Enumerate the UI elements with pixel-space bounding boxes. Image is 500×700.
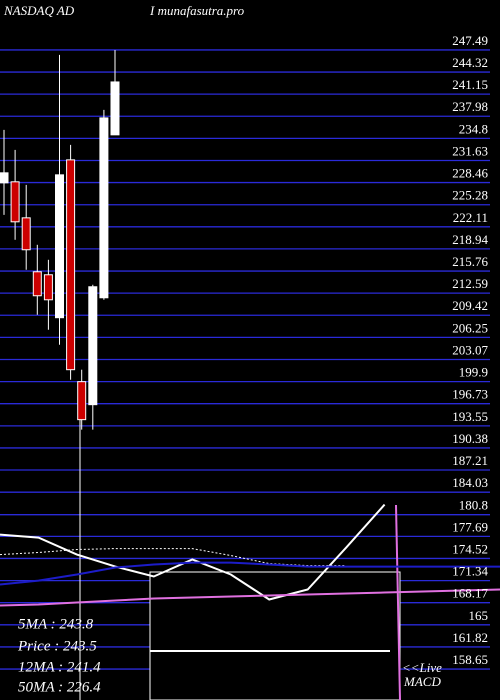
- y-tick-label: 215.76: [452, 254, 488, 269]
- candle-body: [55, 174, 64, 319]
- y-tick-label: 165: [469, 608, 489, 623]
- y-tick-label: 196.73: [452, 387, 488, 402]
- y-tick-label: 225.28: [452, 188, 488, 203]
- y-tick-label: 234.8: [459, 121, 488, 136]
- macd-box: [149, 571, 401, 700]
- candle-body: [32, 271, 42, 297]
- y-tick-label: 187.21: [452, 453, 488, 468]
- watermark: I munafasutra.pro: [149, 3, 245, 18]
- y-tick-label: 241.15: [452, 77, 488, 92]
- candle-body: [77, 381, 87, 421]
- y-tick-label: 203.07: [452, 342, 488, 357]
- candle-body: [10, 181, 20, 223]
- y-tick-label: 209.42: [452, 298, 488, 313]
- y-tick-label: 228.46: [452, 166, 488, 181]
- y-tick-label: 177.69: [452, 519, 488, 534]
- stat-label: 12MA : 241.4: [18, 659, 101, 675]
- y-tick-label: 180.8: [459, 498, 488, 513]
- chart-title: NASDAQ AD: [3, 3, 75, 18]
- y-tick-label: 174.52: [452, 541, 488, 556]
- y-tick-label: 158.65: [452, 652, 488, 667]
- candle-body: [88, 286, 98, 406]
- y-tick-label: 171.34: [452, 564, 488, 579]
- candle-body: [0, 172, 9, 184]
- y-tick-label: 161.82: [452, 630, 488, 645]
- candle-body: [99, 117, 109, 299]
- stat-label: Price : 243.5: [17, 638, 97, 654]
- macd-drop: [395, 504, 401, 700]
- indicator-line: [0, 548, 347, 567]
- indicator-line: [0, 561, 500, 586]
- y-tick-label: 184.03: [452, 475, 488, 490]
- candle-body: [43, 274, 53, 301]
- candle-body: [110, 81, 120, 136]
- candle-body: [66, 159, 76, 371]
- candle-layer: [0, 49, 120, 430]
- indicator-line: [0, 503, 386, 601]
- y-tick-label: 168.17: [452, 586, 488, 601]
- y-tick-label: 237.98: [452, 99, 488, 114]
- line-layer: [0, 503, 500, 607]
- stat-label: 50MA : 226.4: [18, 679, 101, 695]
- y-tick-label: 218.94: [452, 232, 488, 247]
- y-tick-label: 231.63: [452, 143, 488, 158]
- live-label: <<Live: [402, 660, 442, 675]
- y-tick-label: 247.49: [452, 33, 488, 48]
- y-tick-label: 212.59: [452, 276, 488, 291]
- candle-body: [21, 217, 31, 251]
- y-tick-label: 206.25: [452, 320, 488, 335]
- stat-label: 5MA : 243.8: [18, 616, 94, 632]
- y-tick-label: 190.38: [452, 431, 488, 446]
- macd-label: MACD: [403, 674, 441, 689]
- indicator-line: [0, 588, 500, 607]
- y-tick-label: 222.11: [453, 210, 488, 225]
- y-tick-label: 193.55: [452, 409, 488, 424]
- y-tick-label: 244.32: [452, 55, 488, 70]
- y-tick-label: 199.9: [459, 365, 488, 380]
